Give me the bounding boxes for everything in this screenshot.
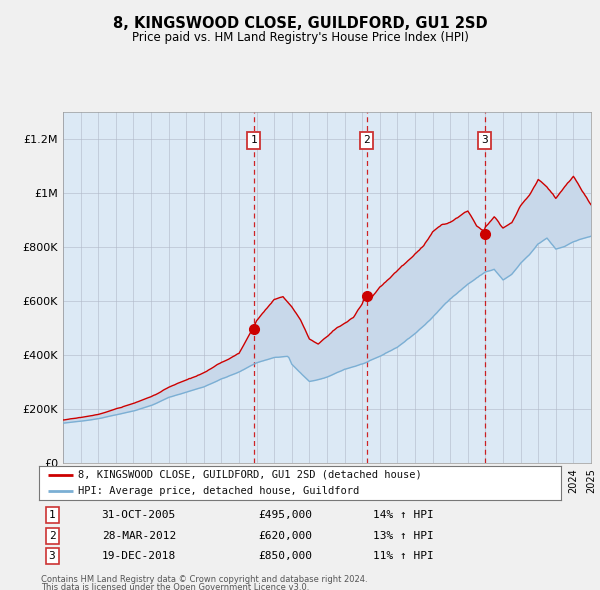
Text: Price paid vs. HM Land Registry's House Price Index (HPI): Price paid vs. HM Land Registry's House … [131, 31, 469, 44]
Text: 2: 2 [49, 531, 55, 540]
Text: 1: 1 [250, 136, 257, 146]
Text: 31-OCT-2005: 31-OCT-2005 [101, 510, 176, 520]
Text: £850,000: £850,000 [258, 551, 312, 561]
Text: Contains HM Land Registry data © Crown copyright and database right 2024.: Contains HM Land Registry data © Crown c… [41, 575, 367, 584]
Text: 14% ↑ HPI: 14% ↑ HPI [373, 510, 434, 520]
Text: 19-DEC-2018: 19-DEC-2018 [101, 551, 176, 561]
Text: 13% ↑ HPI: 13% ↑ HPI [373, 531, 434, 540]
Text: 11% ↑ HPI: 11% ↑ HPI [373, 551, 434, 561]
Text: 3: 3 [481, 136, 488, 146]
Text: HPI: Average price, detached house, Guildford: HPI: Average price, detached house, Guil… [78, 486, 359, 496]
Text: 3: 3 [49, 551, 55, 561]
Text: 8, KINGSWOOD CLOSE, GUILDFORD, GU1 2SD: 8, KINGSWOOD CLOSE, GUILDFORD, GU1 2SD [113, 16, 487, 31]
Text: 2: 2 [363, 136, 370, 146]
Text: This data is licensed under the Open Government Licence v3.0.: This data is licensed under the Open Gov… [41, 583, 309, 590]
Text: 28-MAR-2012: 28-MAR-2012 [101, 531, 176, 540]
Text: 1: 1 [49, 510, 55, 520]
Text: £495,000: £495,000 [258, 510, 312, 520]
Text: £620,000: £620,000 [258, 531, 312, 540]
Text: 8, KINGSWOOD CLOSE, GUILDFORD, GU1 2SD (detached house): 8, KINGSWOOD CLOSE, GUILDFORD, GU1 2SD (… [78, 470, 422, 480]
